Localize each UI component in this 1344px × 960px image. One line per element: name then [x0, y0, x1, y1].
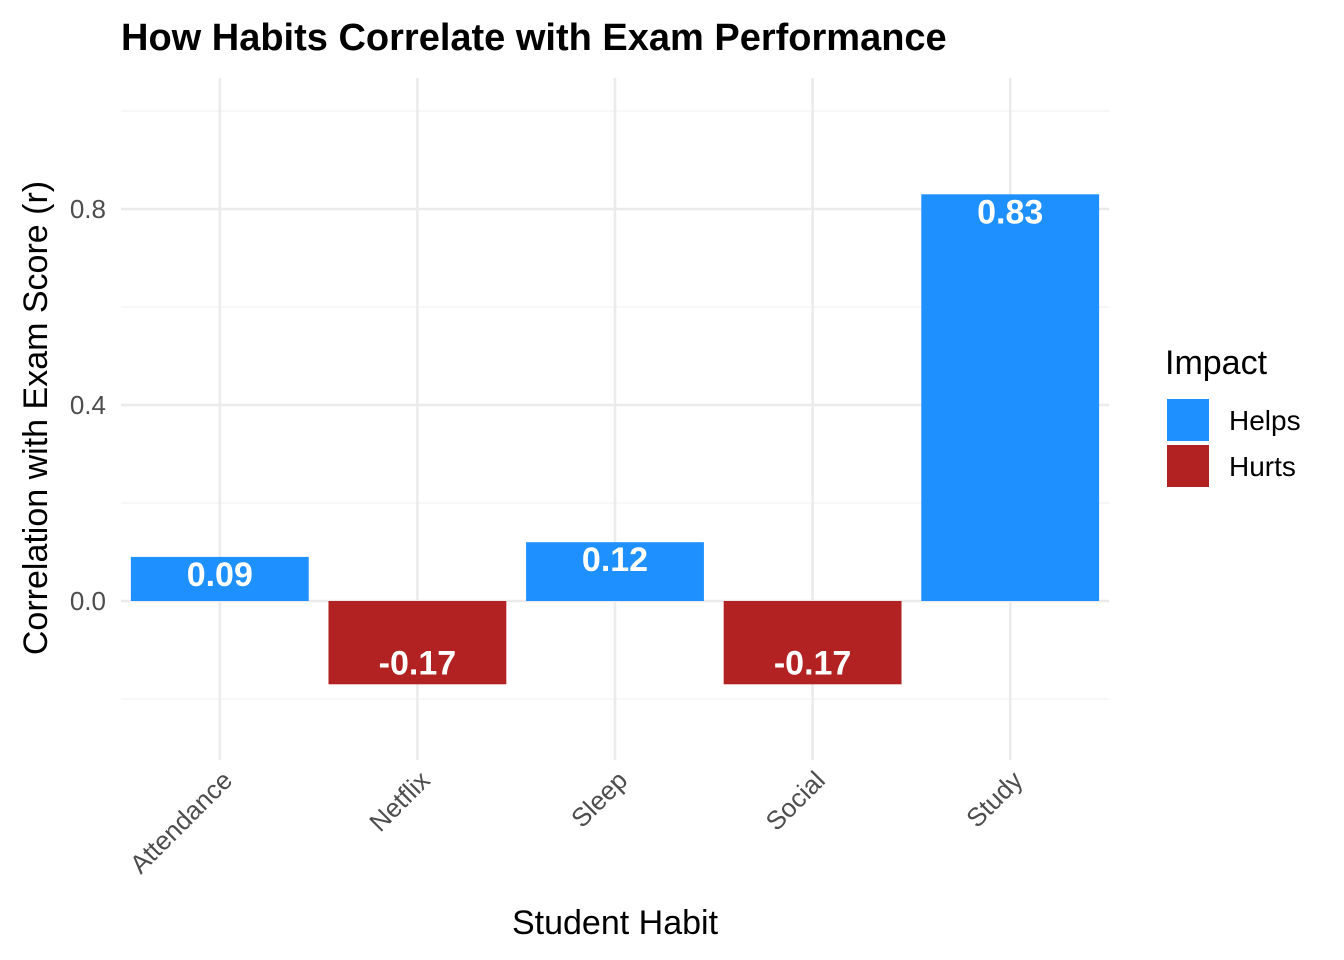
bar-netflix — [328, 601, 507, 685]
y-tick-label: 0.4 — [70, 390, 106, 420]
x-axis-title: Student Habit — [512, 904, 719, 942]
data-label-social: -0.17 — [774, 644, 852, 682]
x-tick-label-study: Study — [960, 765, 1028, 833]
bars — [130, 194, 1100, 685]
bar-study — [921, 194, 1100, 602]
x-tick-label-netflix: Netflix — [363, 765, 435, 837]
y-axis-ticks: 0.0 0.4 0.8 — [70, 194, 106, 616]
legend-label-helps: Helps — [1229, 405, 1301, 436]
x-tick-label-social: Social — [760, 765, 831, 836]
y-tick-label: 0.0 — [70, 586, 106, 616]
legend-key-helps — [1167, 399, 1209, 441]
data-label-netflix: -0.17 — [379, 644, 457, 682]
data-label-study: 0.83 — [977, 193, 1043, 231]
x-tick-label-sleep: Sleep — [565, 765, 633, 833]
legend: Impact Helps Hurts — [1165, 344, 1301, 487]
legend-title: Impact — [1165, 344, 1268, 382]
y-axis-title: Correlation with Exam Score (r) — [17, 181, 55, 655]
legend-key-hurts — [1167, 445, 1209, 487]
bar-attendance — [130, 556, 309, 601]
data-label-attendance: 0.09 — [187, 556, 253, 594]
data-labels: 0.09 -0.17 0.12 -0.17 0.83 — [187, 193, 1044, 682]
legend-label-hurts: Hurts — [1229, 451, 1296, 482]
y-tick-label: 0.8 — [70, 194, 106, 224]
chart-title: How Habits Correlate with Exam Performan… — [121, 17, 947, 59]
x-axis-ticks: Attendance Netflix Sleep Social Study — [124, 765, 1029, 879]
bar-sleep — [526, 542, 704, 601]
data-label-sleep: 0.12 — [582, 541, 648, 579]
x-tick-label-attendance: Attendance — [124, 765, 238, 879]
bar-social — [723, 601, 902, 685]
